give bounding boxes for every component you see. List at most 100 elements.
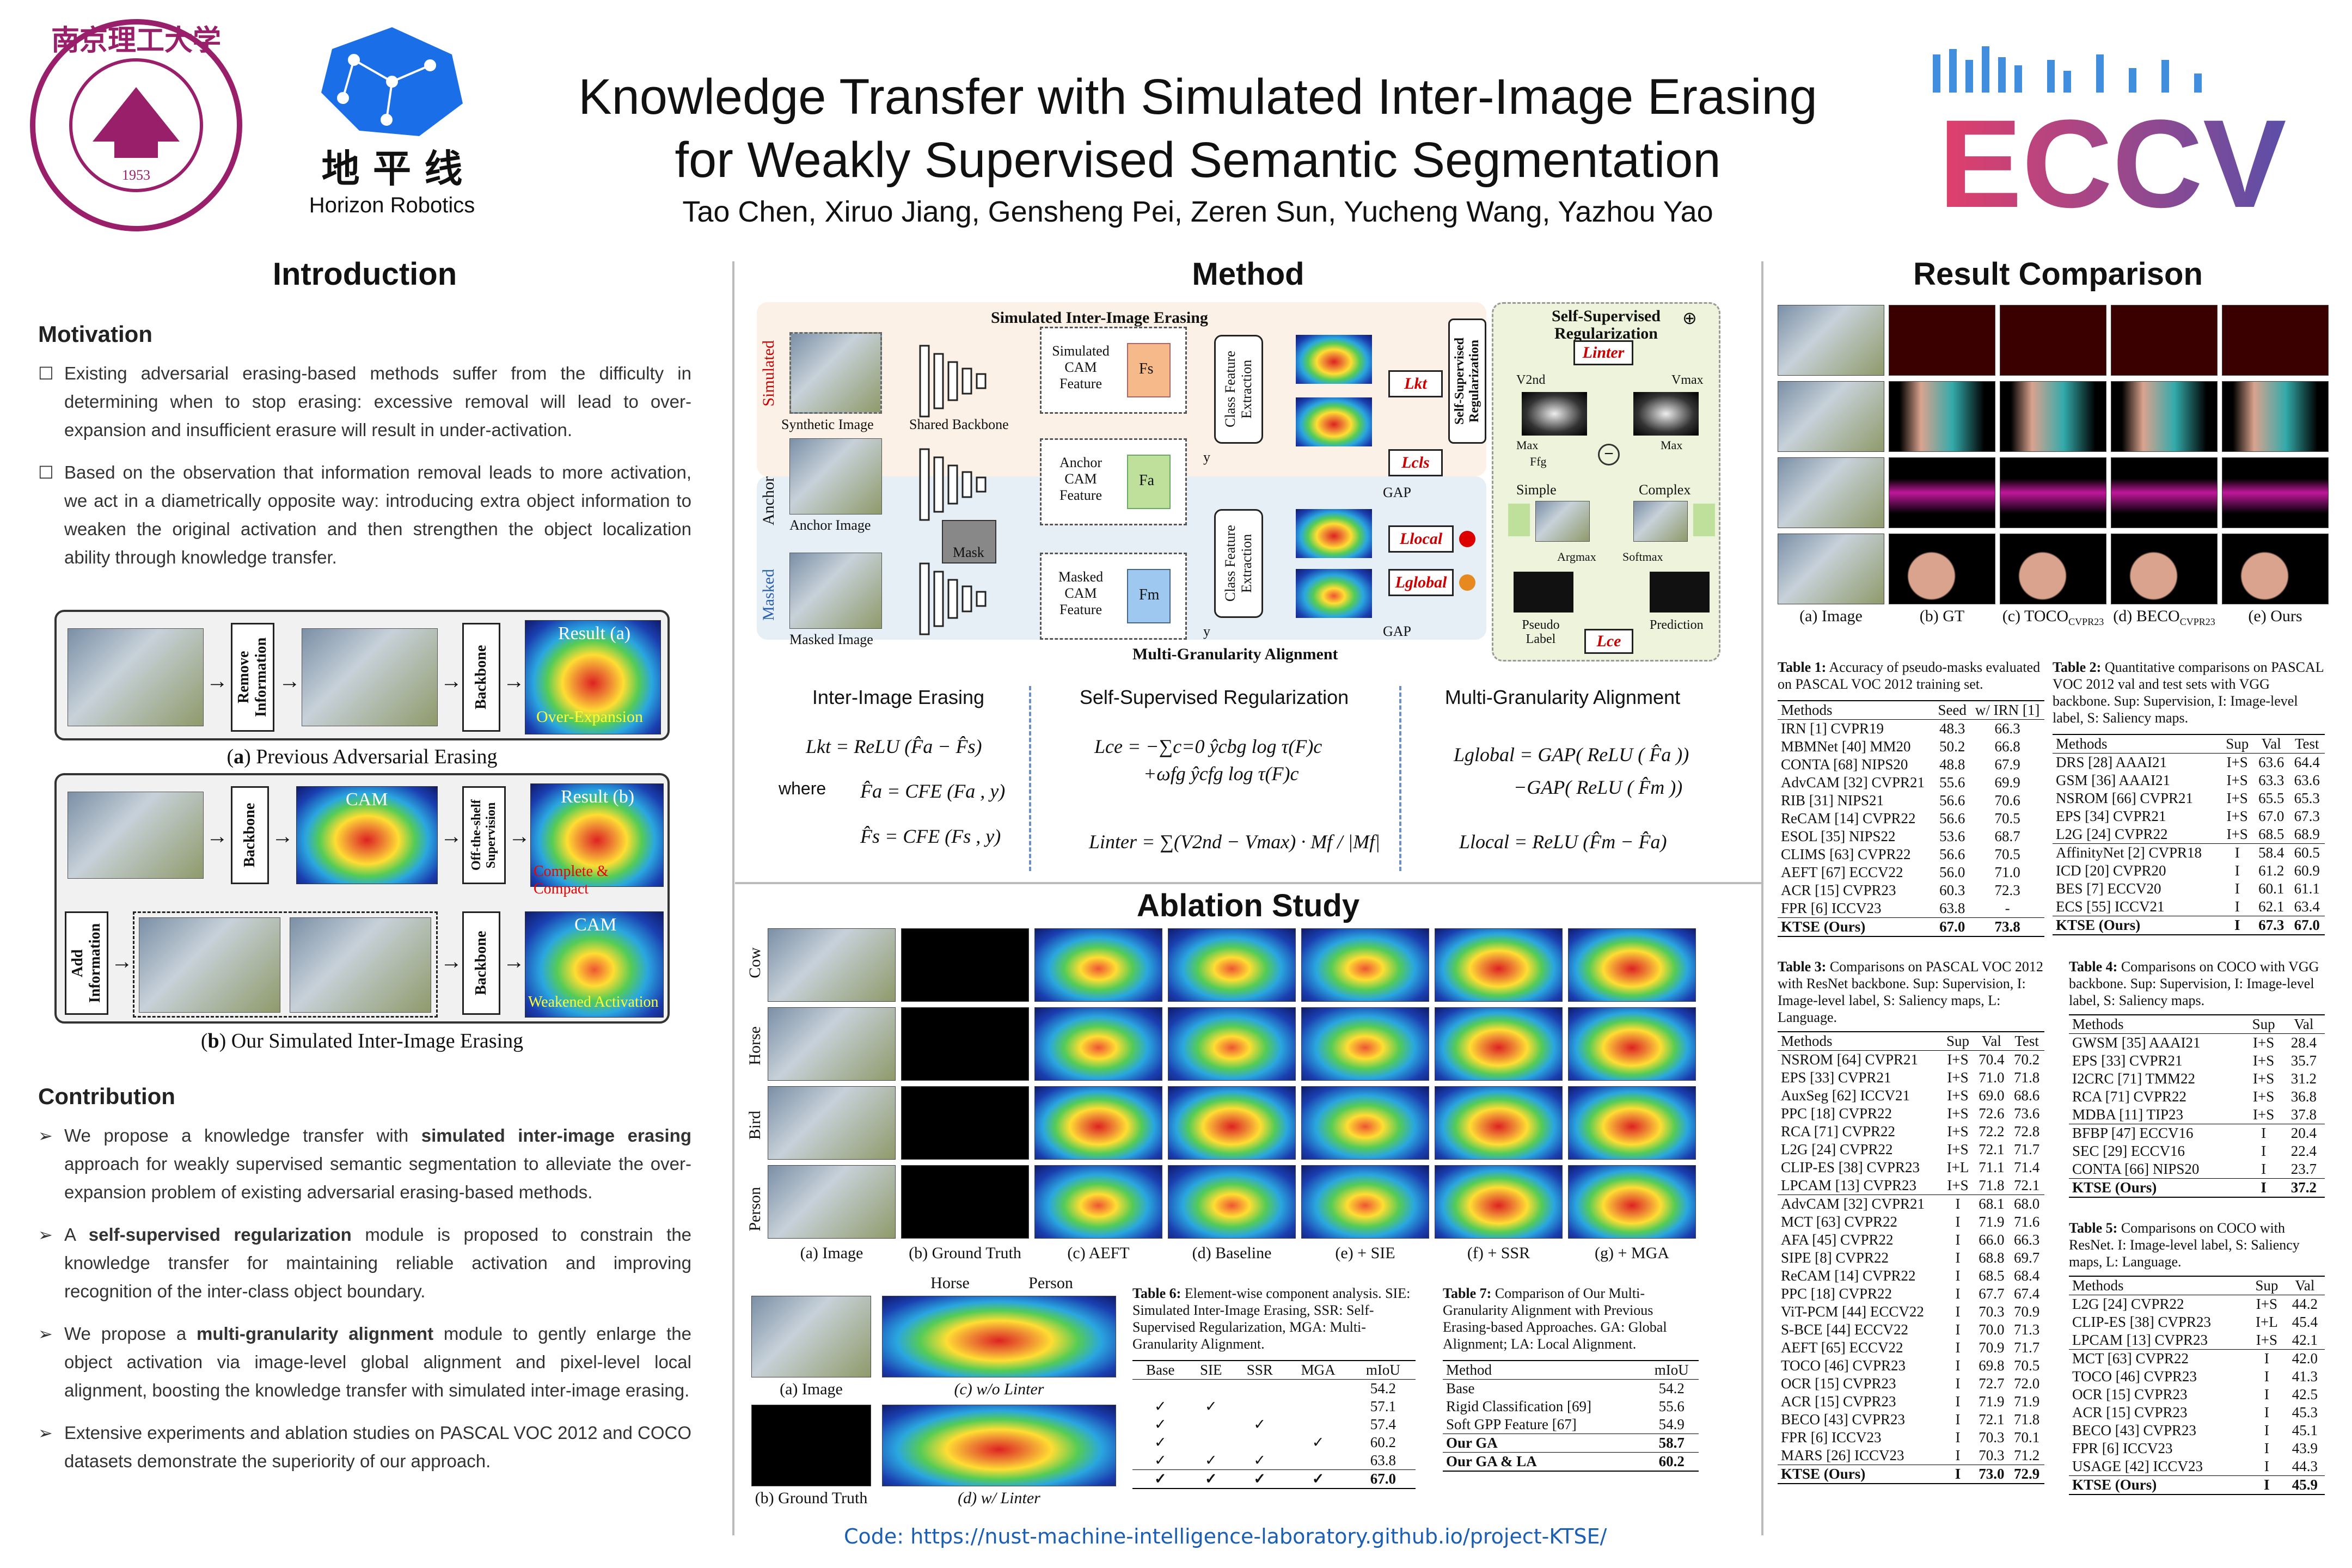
arrow-icon: →: [279, 669, 301, 693]
table-row: NSROM [64] CVPR21 I+S 70.4 70.2: [1778, 1051, 2044, 1069]
table-row: Rigid Classification [69] 55.6: [1446, 1398, 1685, 1414]
col-label-aeft: (c) AEFT: [1067, 1244, 1130, 1262]
table-cell: I: [2264, 1422, 2269, 1438]
table-cell: I: [2244, 1124, 2283, 1142]
figure-a-caption: (a) Previous Adversarial Erasing: [226, 745, 498, 768]
table-row: BECO [43] CVPR23 I 45.1: [2069, 1422, 2325, 1440]
table-5-caption: Table 5: Comparisons on COCO with ResNet…: [2069, 1220, 2300, 1270]
motivation-item: ☐ Based on the observation that informati…: [38, 458, 691, 572]
table-cell: I: [2264, 1368, 2269, 1385]
table-cell: 72.1: [1979, 1411, 2005, 1428]
table-cell: 63.6: [2294, 772, 2320, 788]
complex-image: [1633, 501, 1688, 542]
table-6-caption: Table 6: Element-wise component analysis…: [1132, 1285, 1411, 1352]
table-cell: 44.3: [2292, 1458, 2318, 1474]
method-heading: Method: [1192, 256, 1304, 292]
table-cell: 69.0: [1979, 1087, 2005, 1104]
table-7: Table 7: Comparison of Our Multi-Granula…: [1443, 1285, 1699, 1472]
table-cell: EPS [33] CVPR21: [2072, 1052, 2183, 1069]
table-row: AEFT [67] ECCV22 56.0 71.0: [1778, 863, 2044, 881]
table-cell: I+S: [2252, 1070, 2275, 1087]
remove-info-box: Remove Information: [231, 623, 274, 732]
code-link[interactable]: Code: https://nust-machine-intelligence-…: [844, 1524, 1607, 1548]
table-cell: 66.3: [1994, 720, 2020, 737]
table-cell: I+S: [1947, 1105, 1969, 1122]
table-cell: 68.1: [1974, 1195, 2010, 1213]
table-cell: I: [2221, 843, 2254, 862]
table-row: RIB [31] NIPS21 56.6 70.6: [1778, 792, 2044, 810]
table-header-row: Methods Seed w/ IRN [1]: [1778, 700, 2044, 720]
table-cell: I: [1955, 1447, 1961, 1463]
sim-erasing-title: Simulated Inter-Image Erasing: [991, 309, 1208, 327]
formula-ce-1: Lce = −∑c=0 ŷcbg log τ(F)c: [1094, 736, 1322, 757]
formula-kt: Lkt = ReLU (F̂a − F̂s): [806, 736, 982, 757]
table-header-cell: Val: [1974, 1031, 2010, 1051]
table-cell: L2G [24] CVPR22: [2056, 826, 2168, 842]
table-row: ICD [20] CVPR20 I 61.2 60.9: [2053, 862, 2325, 880]
masked-cam-label: Masked CAM Feature: [1058, 569, 1104, 617]
table-cell: 71.0: [1994, 864, 2020, 880]
v2nd-label: V2nd: [1516, 373, 1546, 387]
weakened-label: Weakened Activation: [528, 994, 659, 1010]
loss-global: Lglobal: [1388, 569, 1454, 596]
table-row: ReCAM [14] CVPR22 56.6 70.5: [1778, 810, 2044, 828]
linter-figure: Horse Person (a) Image (c) w/o Linter (b…: [746, 1274, 1138, 1514]
table-row: Base 54.2: [1446, 1380, 1685, 1396]
table-row: BFBP [47] ECCV16 I 20.4: [2069, 1124, 2325, 1142]
table-row: CLIP-ES [38] CVPR23 I+L 71.1 71.4: [1778, 1159, 2044, 1177]
table-row: FPR [6] ICCV23 I 43.9: [2069, 1440, 2325, 1457]
table-cell: 73.0: [1974, 1465, 2010, 1484]
table-cell: I: [2234, 880, 2240, 897]
table-row: CLIMS [63] CVPR22 56.6 70.5: [1778, 846, 2044, 863]
table-cell: I+S: [1947, 1123, 1969, 1140]
table-cell: 45.9: [2284, 1475, 2325, 1495]
table-cell: I: [1955, 1339, 1961, 1356]
bird-image: [768, 1086, 896, 1160]
res-toco-1: [2000, 305, 2106, 376]
table-cell: I: [2261, 1143, 2267, 1159]
table-cell: CONTA [68] NIPS20: [1781, 756, 1908, 773]
zoom-icon[interactable]: ⊕: [1682, 308, 1697, 328]
gap-label-bottom: GAP: [1383, 623, 1412, 639]
ablation-grid: Cow Horse Bird Person (a) Image (b) Grou…: [746, 926, 1720, 1274]
table-cell: SEC [29] ECCV16: [2072, 1143, 2185, 1159]
person-image: [768, 1165, 896, 1239]
max-label-right: Max: [1661, 438, 1683, 452]
table-header-cell: Methods: [2053, 734, 2221, 754]
contribution-list: ➢ We propose a knowledge transfer with si…: [38, 1122, 691, 1490]
table-cell: ReCAM [14] CVPR22: [1781, 810, 1916, 826]
backbone-box: Backbone: [231, 786, 269, 884]
table-cell: I: [2261, 1161, 2267, 1177]
table-row: PPC [18] CVPR22 I+S 72.6 73.6: [1778, 1105, 2044, 1123]
table-cell: I: [1955, 1232, 1961, 1248]
arrow-icon: →: [206, 824, 228, 848]
table-cell: 48.3: [1939, 720, 1965, 737]
table-cell: I: [1955, 1393, 1961, 1410]
table-1-grid: Methods Seed w/ IRN [1] IRN [1] CVPR19 48.3 6…: [1778, 700, 2044, 937]
table-cell: DRS [28] AAAI21: [2056, 754, 2167, 770]
dashed-input-box: [133, 911, 438, 1018]
table-cell: 68.9: [2294, 826, 2320, 842]
res-ours-3: [2222, 457, 2329, 528]
horse-mga: [1568, 1007, 1696, 1081]
table-header-row: Methods Sup Val: [2069, 1014, 2325, 1034]
table-row: RCA [71] CVPR22 I+S 36.8: [2069, 1088, 2325, 1106]
weakened-cam-map: CAM Weakened Activation: [525, 911, 664, 1018]
table-cell: 37.2: [2282, 1178, 2325, 1198]
table-row: L2G [24] CVPR22 I+S 72.1 71.7: [1778, 1141, 2044, 1159]
airplane-image: [68, 628, 204, 726]
table-row: MCT [63] CVPR22 I 42.0: [2069, 1349, 2325, 1368]
side-masked: Masked: [759, 569, 777, 621]
table-cell: 70.3: [1979, 1429, 2005, 1445]
table-cell: 55.6: [1939, 774, 1965, 791]
row-label-cow: Cow: [746, 947, 764, 978]
mask-label: Mask: [953, 544, 984, 560]
complex-label: Complex: [1639, 482, 1691, 498]
table-cell: MBMNet [40] MM20: [1781, 738, 1911, 755]
person-sie: [1301, 1165, 1429, 1239]
cam-map: CAM: [296, 786, 438, 884]
divider-left: [732, 261, 734, 1535]
table-cell: ReCAM [14] CVPR22: [1781, 1267, 1916, 1284]
table-row: AdvCAM [32] CVPR21 I 68.1 68.0: [1778, 1195, 2044, 1213]
table-cell: 70.9: [2014, 1303, 2040, 1320]
